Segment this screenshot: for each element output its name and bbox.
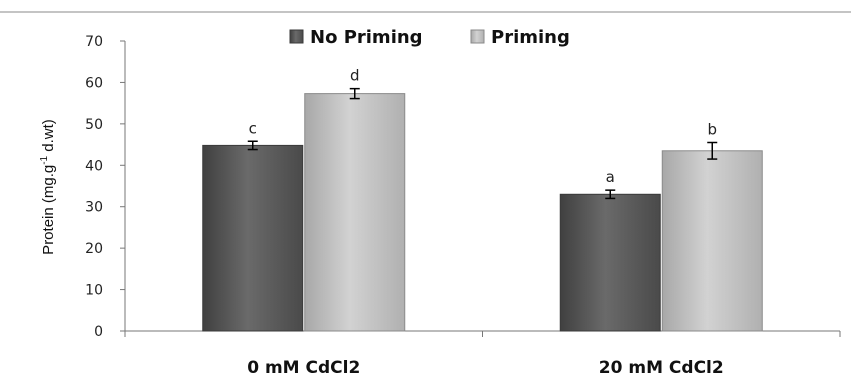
- legend-label: Priming: [491, 27, 570, 48]
- y-tick-label: 70: [85, 34, 103, 50]
- y-axis-label-main: Protein (mg.g: [40, 165, 57, 255]
- y-tick-label: 60: [85, 75, 103, 91]
- significance-label: d: [350, 67, 360, 85]
- y-tick-label: 20: [85, 241, 103, 257]
- significance-label: b: [707, 121, 717, 139]
- bar: [202, 144, 304, 332]
- bar: [661, 150, 763, 332]
- bar: [304, 93, 406, 332]
- legend-label: No Priming: [310, 27, 423, 48]
- axes: 0 10 20 30 40 50 60 70 0 mM CdCl2 20 mM CdCl2: [85, 34, 841, 378]
- y-tick-label: 30: [85, 200, 103, 216]
- significance-label: a: [606, 168, 615, 186]
- legend-swatch: [470, 29, 485, 44]
- y-tick-label: 40: [85, 158, 103, 174]
- significance-label: c: [249, 119, 257, 137]
- y-tick-label: 10: [85, 283, 103, 299]
- y-tick-label: 50: [85, 117, 103, 133]
- y-axis-label-rest: d.wt): [40, 119, 57, 156]
- legend: No Priming Priming: [289, 27, 570, 48]
- category-label: 0 mM CdCl2: [247, 358, 360, 378]
- legend-swatch: [289, 29, 304, 44]
- bar: [559, 193, 661, 332]
- y-axis-label-superscript: -1: [39, 155, 50, 164]
- y-axis-label: Protein (mg.g-1 d.wt): [39, 119, 57, 255]
- y-tick-label: 0: [94, 324, 103, 340]
- bars: c d a b: [202, 67, 763, 332]
- category-label: 20 mM CdCl2: [599, 358, 724, 378]
